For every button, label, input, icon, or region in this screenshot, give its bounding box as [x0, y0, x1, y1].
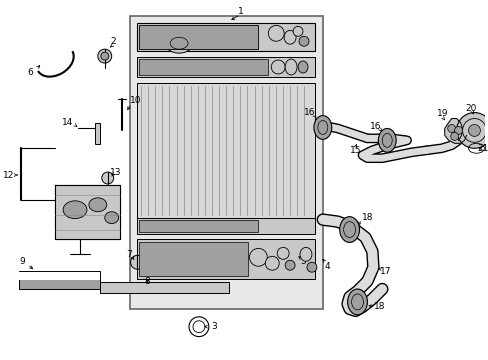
Circle shape [102, 172, 113, 184]
Circle shape [447, 125, 455, 132]
Text: 9: 9 [20, 257, 25, 266]
Text: 16: 16 [369, 122, 380, 131]
Text: 12: 12 [3, 171, 14, 180]
Text: 10: 10 [129, 96, 141, 105]
Text: 18: 18 [373, 302, 384, 311]
Bar [100, 282, 228, 293]
Ellipse shape [299, 36, 308, 46]
Text: 16: 16 [304, 108, 315, 117]
Ellipse shape [89, 198, 106, 212]
Bar [139, 220, 258, 231]
Text: 1: 1 [237, 7, 243, 16]
Ellipse shape [306, 262, 316, 272]
Text: 15: 15 [349, 146, 361, 155]
Text: 5: 5 [300, 257, 305, 266]
Text: 18: 18 [361, 213, 372, 222]
Polygon shape [444, 118, 466, 143]
Bar [137, 239, 314, 279]
Polygon shape [55, 185, 120, 239]
Text: 3: 3 [210, 322, 216, 331]
Ellipse shape [313, 116, 331, 139]
Circle shape [130, 255, 144, 269]
Text: 13: 13 [110, 167, 121, 176]
Bar [137, 57, 314, 77]
Circle shape [454, 126, 462, 134]
Ellipse shape [285, 260, 294, 270]
Bar [137, 83, 314, 218]
Text: 20: 20 [465, 104, 476, 113]
Ellipse shape [63, 201, 87, 219]
Ellipse shape [347, 289, 366, 315]
Ellipse shape [300, 247, 311, 261]
Ellipse shape [378, 129, 395, 152]
Ellipse shape [277, 247, 288, 259]
Bar [19, 272, 100, 280]
Text: 4: 4 [325, 262, 330, 271]
Bar [137, 218, 314, 234]
Bar [19, 271, 100, 289]
Circle shape [98, 49, 111, 63]
Ellipse shape [285, 59, 296, 75]
Ellipse shape [292, 26, 303, 36]
Ellipse shape [339, 217, 359, 242]
Text: 21: 21 [477, 144, 488, 153]
Bar [139, 59, 268, 75]
Ellipse shape [268, 25, 284, 41]
Circle shape [101, 52, 108, 60]
Ellipse shape [298, 61, 307, 73]
Bar [139, 25, 258, 49]
Ellipse shape [249, 248, 267, 266]
Circle shape [450, 132, 458, 140]
Ellipse shape [165, 33, 193, 53]
Circle shape [468, 125, 479, 136]
Bar [95, 122, 100, 144]
Ellipse shape [284, 30, 295, 44]
Circle shape [456, 113, 488, 148]
Ellipse shape [271, 60, 285, 74]
Text: 19: 19 [436, 109, 447, 118]
Text: 8: 8 [144, 276, 150, 285]
Text: 14: 14 [62, 118, 74, 127]
Text: 2: 2 [110, 37, 115, 46]
Bar [137, 23, 314, 51]
Text: 6: 6 [27, 68, 33, 77]
Ellipse shape [265, 256, 279, 270]
Bar [129, 17, 322, 309]
Text: 7: 7 [126, 250, 132, 259]
Text: 11: 11 [193, 29, 204, 38]
Ellipse shape [104, 212, 119, 224]
Bar [139, 242, 248, 276]
Text: 17: 17 [379, 267, 390, 276]
